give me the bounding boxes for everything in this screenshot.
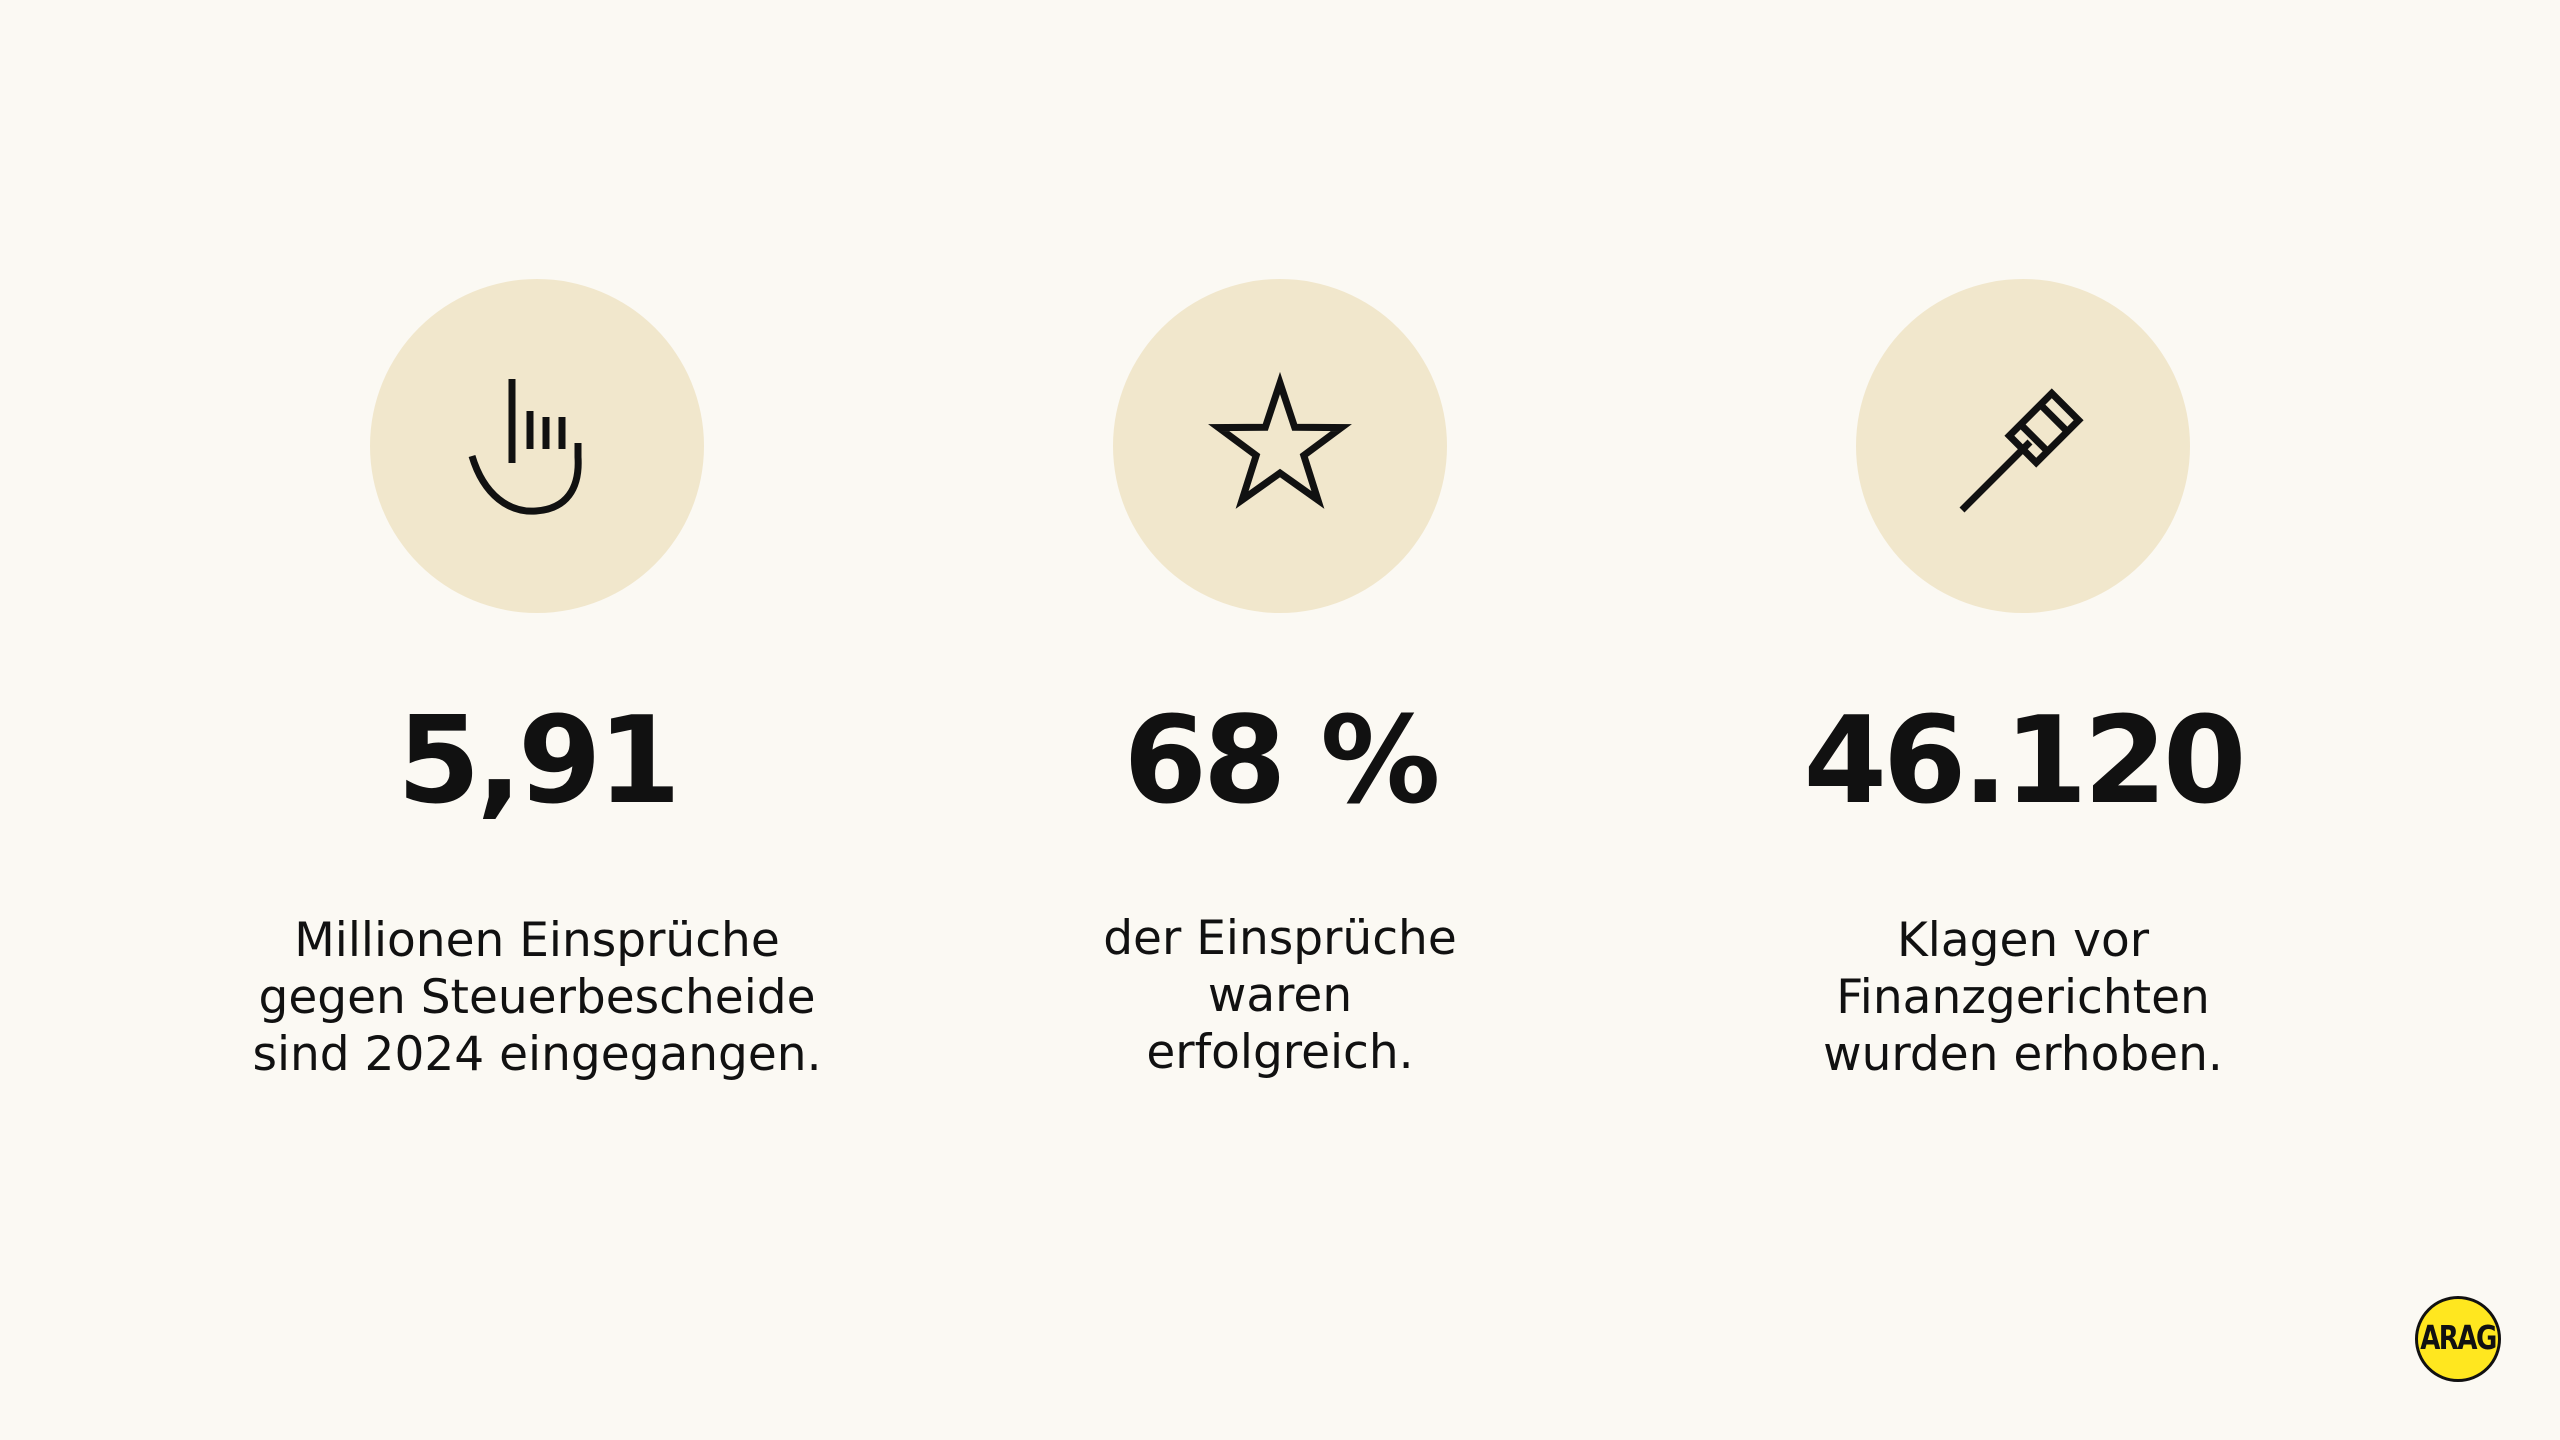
icon-circle [1856,279,2190,613]
caption-line: gegen Steuerbescheide [258,970,816,1025]
stat-erfolgsquote: 68 % der Einsprüche waren erfolgreich. [830,0,1730,1440]
arag-logo: ARAG [2415,1296,2501,1382]
stat-caption: der Einsprüche waren erfolgreich. [830,910,1730,1081]
stat-value: 46.120 [1803,692,2246,831]
stat-einsprueche: 5,91 Millionen Einsprüche gegen Steuerbe… [87,0,987,1440]
caption-line: Millionen Einsprüche [294,913,780,968]
caption-line: Klagen vor [1896,913,2150,968]
icon-circle [1113,279,1447,613]
stat-value: 5,91 [396,692,681,831]
caption-line: erfolgreich. [1146,1025,1414,1080]
star-icon [1208,371,1352,509]
pointing-hand-icon [468,379,582,515]
stat-value: 68 % [1123,692,1440,831]
caption-line: wurden erhoben. [1823,1027,2223,1082]
stat-klagen: 46.120 Klagen vor Finanzgerichten wurden… [1573,0,2473,1440]
caption-line: Finanzgerichten [1836,970,2210,1025]
gavel-icon [1959,388,2084,513]
stat-caption: Millionen Einsprüche gegen Steuerbeschei… [87,912,987,1083]
stat-caption: Klagen vor Finanzgerichten wurden erhobe… [1573,912,2473,1083]
caption-line: der Einsprüche [1103,911,1457,966]
logo-text: ARAG [2420,1320,2497,1358]
caption-line: waren [1207,968,1353,1023]
caption-line: sind 2024 eingegangen. [252,1027,822,1082]
icon-circle [370,279,704,613]
